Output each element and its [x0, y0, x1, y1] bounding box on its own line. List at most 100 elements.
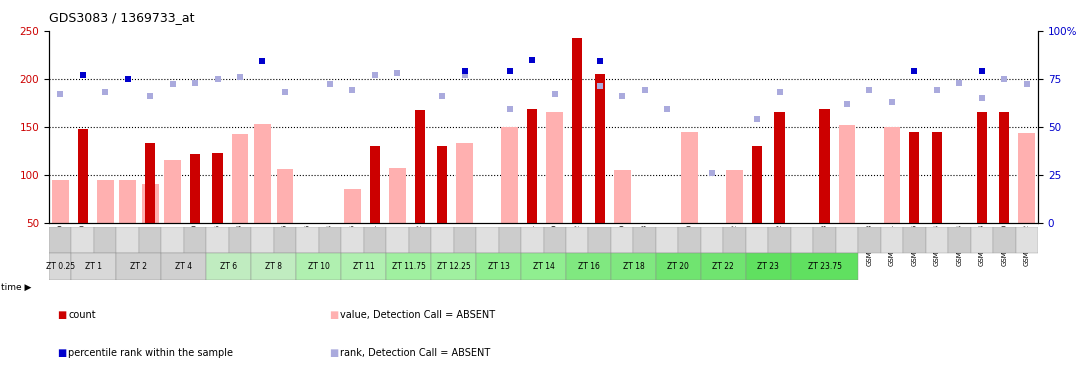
Bar	[120, 180, 136, 223]
Bar	[588, 31, 611, 223]
Bar	[364, 31, 386, 223]
Bar	[521, 31, 544, 223]
Bar	[370, 146, 380, 223]
Bar	[572, 38, 583, 223]
Text: GDS3083 / 1369733_at: GDS3083 / 1369733_at	[49, 12, 195, 25]
Bar	[971, 227, 994, 253]
Bar	[746, 253, 791, 280]
Bar	[723, 227, 746, 253]
Bar	[190, 154, 200, 223]
Text: ZT 18: ZT 18	[623, 262, 645, 271]
Bar	[566, 227, 588, 253]
Bar	[52, 180, 68, 223]
Bar	[775, 113, 785, 223]
Bar	[93, 227, 116, 253]
Bar	[726, 170, 744, 223]
Text: ■: ■	[58, 348, 67, 358]
Bar	[251, 253, 296, 280]
Bar	[207, 253, 251, 280]
Bar	[926, 227, 948, 253]
Bar	[614, 170, 630, 223]
Bar	[296, 31, 318, 223]
Text: rank, Detection Call = ABSENT: rank, Detection Call = ABSENT	[340, 348, 490, 358]
Bar	[521, 253, 566, 280]
Bar	[139, 31, 161, 223]
Bar	[723, 31, 746, 223]
Text: count: count	[68, 310, 96, 320]
Bar	[813, 31, 836, 223]
Bar	[746, 31, 769, 223]
Bar	[655, 227, 678, 253]
Bar	[343, 189, 361, 223]
Bar	[999, 113, 1010, 223]
Bar	[184, 227, 207, 253]
Bar	[432, 227, 453, 253]
Bar	[859, 227, 880, 253]
Bar	[77, 129, 88, 223]
Bar	[364, 227, 386, 253]
Bar	[948, 227, 971, 253]
Bar	[971, 31, 994, 223]
Text: ■: ■	[329, 310, 339, 320]
Bar	[521, 227, 544, 253]
Bar	[544, 227, 566, 253]
Bar	[49, 227, 72, 253]
Bar	[93, 31, 116, 223]
Bar	[228, 31, 251, 223]
Bar	[791, 227, 813, 253]
Bar	[296, 227, 318, 253]
Bar	[453, 31, 476, 223]
Bar	[476, 31, 499, 223]
Bar	[701, 253, 746, 280]
Bar	[566, 31, 588, 223]
Bar	[164, 161, 182, 223]
Bar	[453, 227, 476, 253]
Bar	[184, 31, 207, 223]
Bar	[432, 253, 476, 280]
Bar	[457, 143, 473, 223]
Bar	[1019, 134, 1035, 223]
Bar	[836, 31, 859, 223]
Bar	[232, 134, 249, 223]
Bar	[296, 253, 341, 280]
Bar	[595, 74, 604, 223]
Bar	[207, 31, 228, 223]
Bar	[884, 127, 900, 223]
Bar	[386, 31, 409, 223]
Bar	[903, 31, 926, 223]
Bar	[72, 31, 93, 223]
Text: ZT 8: ZT 8	[265, 262, 283, 271]
Bar	[1015, 31, 1038, 223]
Bar	[836, 227, 859, 253]
Text: ZT 4: ZT 4	[175, 262, 192, 271]
Bar	[977, 113, 987, 223]
Bar	[341, 31, 364, 223]
Bar	[161, 227, 184, 253]
Bar	[501, 127, 518, 223]
Text: percentile rank within the sample: percentile rank within the sample	[68, 348, 234, 358]
Text: ZT 1: ZT 1	[86, 262, 102, 271]
Bar	[791, 31, 813, 223]
Bar	[634, 227, 655, 253]
Bar	[880, 31, 903, 223]
Bar	[701, 31, 723, 223]
Text: ■: ■	[329, 348, 339, 358]
Bar	[880, 227, 903, 253]
Text: ZT 23.75: ZT 23.75	[808, 262, 841, 271]
Bar	[678, 31, 701, 223]
Bar	[318, 227, 341, 253]
Bar	[141, 184, 159, 223]
Bar	[769, 31, 791, 223]
Bar	[948, 31, 971, 223]
Bar	[97, 180, 113, 223]
Bar	[994, 227, 1015, 253]
Bar	[49, 253, 72, 280]
Bar	[910, 131, 920, 223]
Text: ZT 11.75: ZT 11.75	[391, 262, 425, 271]
Text: ZT 13: ZT 13	[488, 262, 510, 271]
Bar	[566, 253, 611, 280]
Text: ZT 2: ZT 2	[130, 262, 148, 271]
Bar	[791, 253, 859, 280]
Bar	[254, 124, 271, 223]
Bar	[611, 31, 634, 223]
